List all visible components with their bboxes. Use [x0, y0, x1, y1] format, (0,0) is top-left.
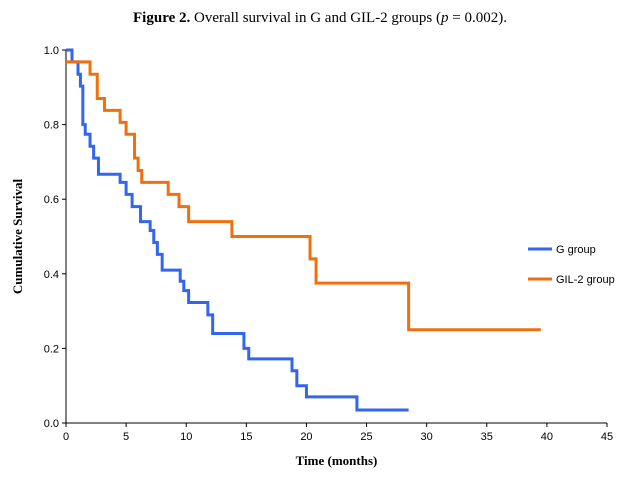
- y-axis-title: Cumulative Survival: [10, 179, 25, 295]
- figure-caption-post: = 0.002).: [448, 10, 507, 26]
- figure-caption-pre: Overall survival in G and GIL-2 groups (: [190, 10, 442, 26]
- x-tick-label: 35: [481, 431, 493, 443]
- x-tick-label: 0: [63, 431, 69, 443]
- y-tick-label: 0.6: [44, 194, 59, 206]
- figure-caption-p: p: [441, 10, 449, 26]
- chart-axes: [65, 50, 607, 424]
- series-layer: [66, 48, 541, 412]
- y-tick-label: 1.0: [44, 45, 59, 57]
- series-line-gil2-group: [66, 60, 541, 332]
- chart-legend: G group GIL-2 group: [528, 244, 615, 286]
- x-tick-label: 25: [360, 431, 372, 443]
- figure-title: Figure 2. Overall survival in G and GIL-…: [0, 10, 640, 27]
- y-tick-label: 0.0: [44, 418, 59, 430]
- y-tick-label: 0.2: [44, 343, 59, 355]
- x-tick-label: 20: [300, 431, 312, 443]
- x-tick-label: 45: [601, 431, 613, 443]
- y-tick-label: 0.8: [44, 120, 59, 132]
- x-tick-label: 40: [541, 431, 553, 443]
- x-ticks: 0 5 10 15 20 25 30 35 40 45: [63, 423, 613, 443]
- figure-label: Figure 2.: [133, 10, 191, 26]
- x-tick-label: 15: [240, 431, 252, 443]
- x-tick-label: 10: [180, 431, 192, 443]
- legend-label: G group: [556, 244, 596, 256]
- y-ticks: 0.0 0.2 0.4 0.6 0.8 1.0: [44, 45, 66, 430]
- series-line-g-group: [66, 48, 409, 412]
- x-axis-title: Time (months): [296, 453, 378, 468]
- y-tick-label: 0.4: [44, 269, 59, 281]
- legend-label: GIL-2 group: [556, 274, 615, 286]
- x-tick-label: 5: [123, 431, 129, 443]
- x-tick-label: 30: [421, 431, 433, 443]
